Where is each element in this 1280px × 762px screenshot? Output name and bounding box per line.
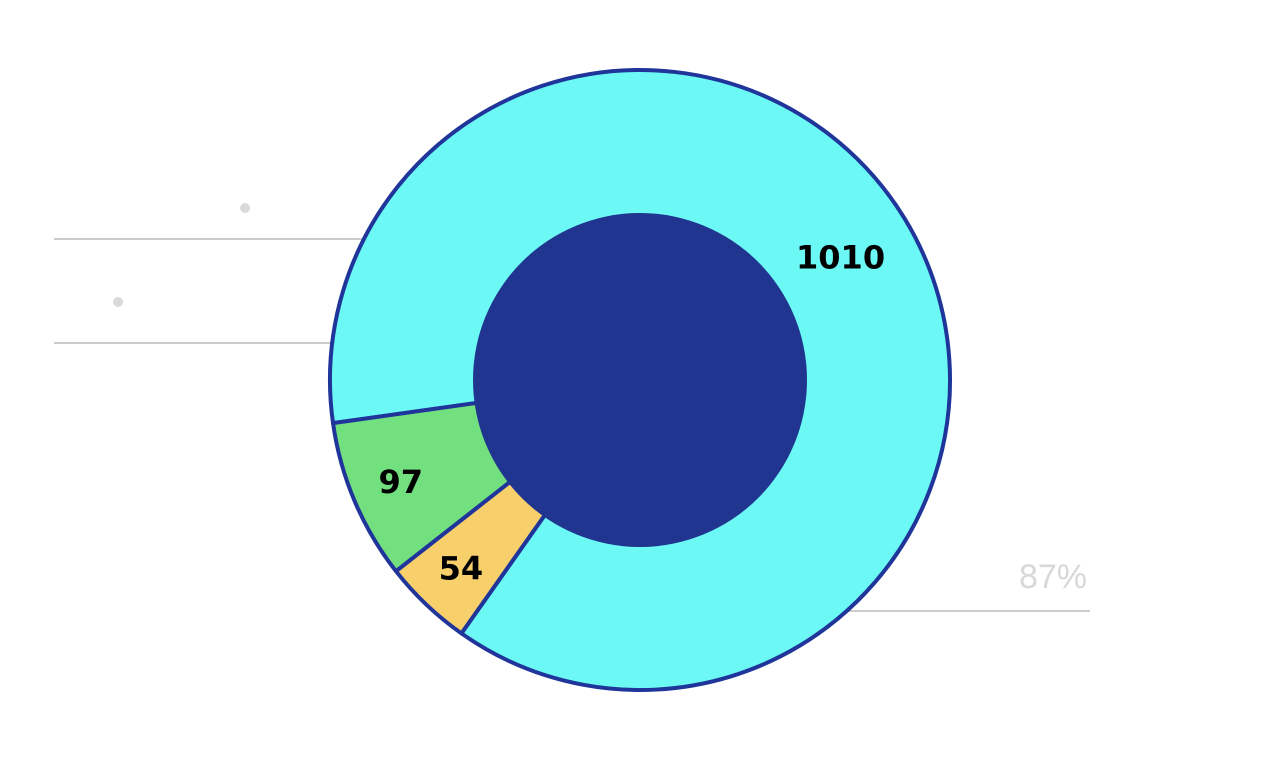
donut-center xyxy=(473,213,807,547)
leader-dot-54 xyxy=(113,297,123,307)
leader-dot-97 xyxy=(240,203,250,213)
value-label-1010: 1010 xyxy=(796,239,885,277)
slice-1010 xyxy=(328,68,952,692)
value-label-54: 54 xyxy=(439,549,484,587)
chart-labels: 1010 54 97 87% xyxy=(378,239,1087,596)
percent-label-1010: 87% xyxy=(1019,558,1087,596)
value-label-97: 97 xyxy=(378,463,423,501)
leader-lines xyxy=(54,203,1090,612)
